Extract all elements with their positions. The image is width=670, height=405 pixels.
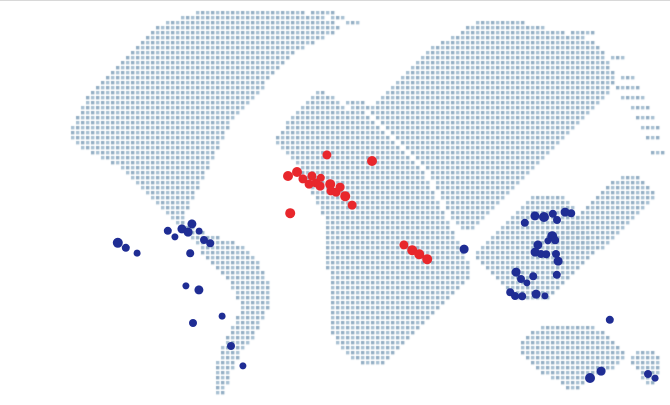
map-marker-blue-markers[interactable] — [644, 370, 652, 378]
map-marker-blue-markers[interactable] — [651, 374, 659, 382]
map-marker-blue-markers[interactable] — [541, 292, 549, 300]
map-marker-blue-markers[interactable] — [548, 209, 558, 219]
map-marker-blue-markers[interactable] — [531, 289, 541, 299]
map-marker-red-markers[interactable] — [283, 171, 293, 181]
map-marker-blue-markers[interactable] — [585, 373, 595, 383]
map-marker-red-markers[interactable] — [316, 173, 326, 183]
map-marker-red-markers[interactable] — [326, 186, 336, 196]
map-marker-blue-markers[interactable] — [183, 227, 193, 237]
map-marker-blue-markers[interactable] — [195, 227, 203, 235]
map-marker-blue-markers[interactable] — [553, 256, 563, 266]
map-marker-blue-markers[interactable] — [112, 237, 124, 249]
map-marker-red-markers[interactable] — [414, 249, 424, 259]
map-marker-red-markers[interactable] — [285, 208, 295, 218]
map-marker-blue-markers[interactable] — [530, 247, 540, 257]
map-marker-blue-markers[interactable] — [544, 237, 552, 245]
map-marker-blue-markers[interactable] — [511, 267, 521, 277]
map-marker-blue-markers[interactable] — [194, 285, 204, 295]
map-marker-blue-markers[interactable] — [511, 292, 519, 300]
map-marker-blue-markers[interactable] — [187, 219, 197, 229]
map-marker-red-markers[interactable] — [292, 167, 302, 177]
map-marker-blue-markers[interactable] — [520, 218, 530, 228]
map-marker-red-markers[interactable] — [325, 179, 335, 189]
map-marker-blue-markers[interactable] — [567, 209, 575, 217]
map-marker-red-markers[interactable] — [340, 191, 350, 201]
map-marker-blue-markers[interactable] — [552, 250, 560, 258]
map-marker-blue-markers[interactable] — [518, 292, 526, 300]
map-marker-red-markers[interactable] — [407, 245, 417, 255]
map-marker-blue-markers[interactable] — [506, 288, 514, 296]
map-marker-blue-markers[interactable] — [596, 366, 606, 376]
map-marker-blue-markers[interactable] — [530, 211, 540, 221]
map-marker-blue-markers[interactable] — [227, 342, 235, 350]
map-marker-blue-markers[interactable] — [523, 279, 531, 287]
map-marker-blue-markers[interactable] — [171, 233, 179, 241]
map-marker-blue-markers[interactable] — [133, 249, 141, 257]
map-marker-red-markers[interactable] — [315, 181, 325, 191]
map-marker-blue-markers[interactable] — [605, 315, 615, 325]
map-marker-red-markers[interactable] — [399, 240, 409, 250]
map-marker-blue-markers[interactable] — [186, 249, 194, 257]
map-marker-red-markers[interactable] — [331, 187, 341, 197]
map-marker-blue-markers[interactable] — [189, 319, 197, 327]
map-marker-red-markers[interactable] — [304, 179, 314, 189]
map-marker-blue-markers[interactable] — [239, 362, 247, 370]
map-marker-red-markers[interactable] — [322, 150, 332, 160]
map-marker-red-markers[interactable] — [367, 156, 377, 166]
map-marker-blue-markers[interactable] — [459, 244, 469, 254]
map-marker-blue-markers[interactable] — [537, 250, 545, 258]
map-marker-blue-markers[interactable] — [182, 282, 190, 290]
map-marker-blue-markers[interactable] — [177, 224, 187, 234]
map-marker-red-markers[interactable] — [307, 171, 317, 181]
map-marker-blue-markers[interactable] — [551, 236, 559, 244]
map-marker-blue-markers[interactable] — [218, 312, 226, 320]
map-marker-blue-markers[interactable] — [547, 231, 557, 241]
map-marker-blue-markers[interactable] — [121, 243, 131, 253]
map-marker-blue-markers[interactable] — [529, 272, 537, 280]
map-marker-blue-markers[interactable] — [552, 270, 562, 280]
map-marker-blue-markers[interactable] — [539, 212, 549, 222]
map-marker-blue-markers[interactable] — [553, 216, 561, 224]
map-marker-blue-markers[interactable] — [517, 275, 525, 283]
map-marker-red-markers[interactable] — [298, 174, 308, 184]
map-marker-red-markers[interactable] — [335, 182, 345, 192]
map-marker-blue-markers[interactable] — [200, 236, 208, 244]
map-marker-red-markers[interactable] — [422, 254, 432, 264]
map-marker-blue-markers[interactable] — [560, 207, 570, 217]
map-marker-red-markers[interactable] — [347, 200, 357, 210]
map-marker-blue-markers[interactable] — [206, 239, 214, 247]
map-marker-blue-markers[interactable] — [533, 240, 543, 250]
map-marker-blue-markers[interactable] — [542, 250, 550, 258]
map-marker-blue-markers[interactable] — [163, 226, 173, 236]
